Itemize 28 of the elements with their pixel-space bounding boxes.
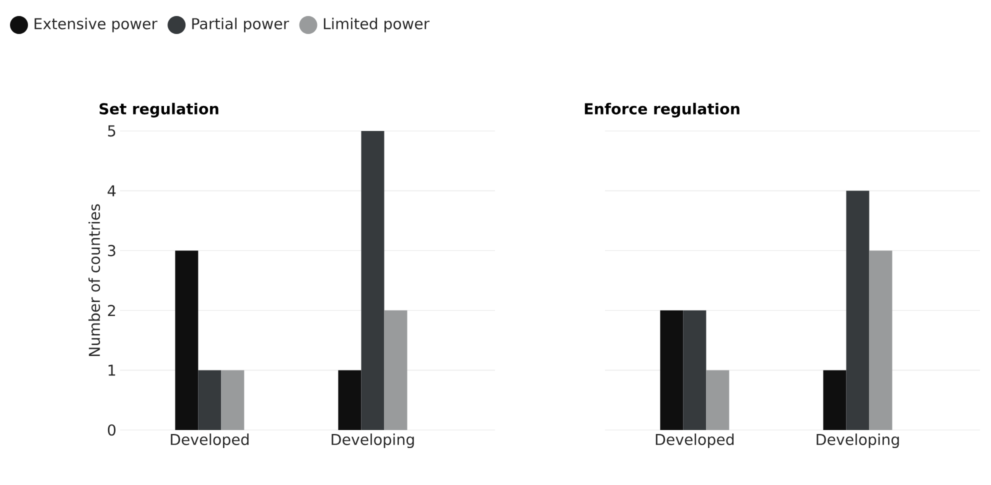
bar [175, 250, 198, 430]
legend-label: Extensive power [34, 18, 158, 32]
chart-title: Set regulation [100, 102, 218, 118]
y-tick-label: 5 [108, 125, 116, 137]
y-tick-label: 3 [108, 244, 116, 256]
bar [823, 370, 846, 430]
x-tick-label: Developing [332, 434, 414, 448]
bar [846, 190, 870, 430]
y-axis-title: Number of countries [88, 204, 100, 356]
x-tick-label: Developed [170, 434, 249, 448]
y-tick-label: 0 [108, 424, 116, 436]
bar [683, 310, 706, 430]
y-tick-label: 4 [108, 185, 116, 196]
legend-label: Partial power [192, 18, 290, 32]
y-tick-label: 1 [108, 364, 116, 376]
x-tick-label: Developed [656, 434, 734, 448]
bar [384, 310, 408, 430]
bar [338, 370, 362, 430]
bar [869, 250, 892, 430]
y-tick-label: 2 [108, 304, 115, 316]
bar [706, 370, 730, 430]
bar [361, 131, 384, 430]
bar [198, 370, 222, 430]
bar [221, 370, 244, 430]
legend-label: Limited power [324, 18, 430, 32]
bar [660, 310, 684, 430]
x-tick-label: Developing [816, 434, 899, 448]
chart-title: Enforce regulation [584, 102, 740, 118]
